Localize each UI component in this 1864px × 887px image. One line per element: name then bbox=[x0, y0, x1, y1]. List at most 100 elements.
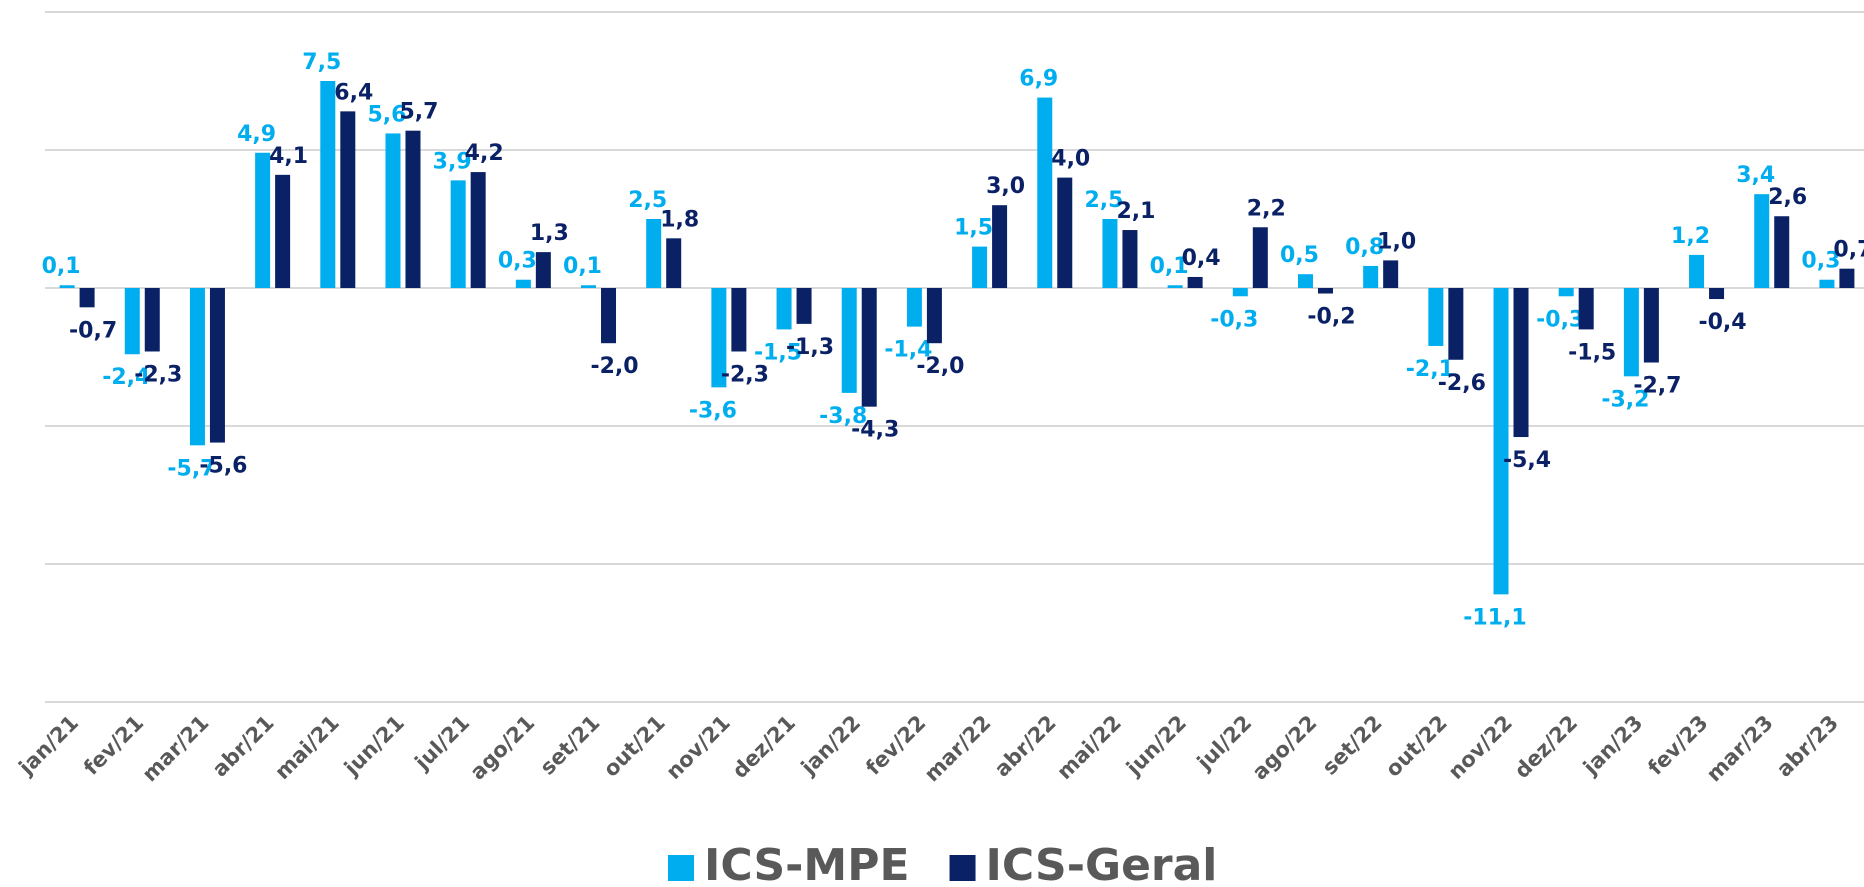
bar bbox=[1839, 268, 1855, 288]
x-tick-label: ago/21 bbox=[465, 711, 539, 785]
value-label: -0,3 bbox=[1210, 307, 1258, 332]
value-label: 1,5 bbox=[954, 216, 993, 241]
bar bbox=[1754, 194, 1770, 288]
x-tick-label: abr/22 bbox=[990, 711, 1061, 782]
x-tick-label: nov/21 bbox=[661, 711, 735, 785]
bar bbox=[1232, 288, 1248, 297]
bar bbox=[1317, 288, 1333, 294]
value-label: -1,3 bbox=[786, 335, 834, 360]
value-label: 2,1 bbox=[1116, 199, 1155, 224]
bar bbox=[1122, 230, 1138, 288]
value-label: -2,0 bbox=[916, 354, 964, 379]
value-label: -5,6 bbox=[199, 454, 247, 479]
bar bbox=[666, 238, 682, 288]
value-label: 1,8 bbox=[660, 207, 699, 232]
bar bbox=[450, 180, 466, 288]
value-label: -0,7 bbox=[69, 318, 117, 343]
value-label: 5,6 bbox=[367, 102, 406, 127]
value-label: -0,2 bbox=[1307, 305, 1355, 330]
value-label: 4,0 bbox=[1051, 147, 1090, 172]
bar bbox=[255, 152, 271, 288]
x-tick-label: dez/22 bbox=[1510, 711, 1582, 783]
bar bbox=[861, 288, 877, 407]
bar bbox=[796, 288, 812, 324]
bar bbox=[385, 133, 401, 288]
bar bbox=[1774, 216, 1790, 288]
bar bbox=[1428, 288, 1444, 346]
value-label: 3,0 bbox=[986, 174, 1025, 199]
value-label: 5,7 bbox=[399, 100, 438, 125]
value-label: -1,5 bbox=[754, 340, 802, 365]
x-tick-label: set/21 bbox=[535, 711, 604, 780]
value-label: 0,3 bbox=[1801, 249, 1840, 274]
x-tick-label: jan/23 bbox=[1578, 711, 1647, 780]
value-label: -3,8 bbox=[819, 404, 867, 429]
bar bbox=[581, 285, 597, 288]
x-tick-label: mai/22 bbox=[1052, 711, 1126, 785]
bar bbox=[59, 285, 75, 288]
value-label: 0,5 bbox=[1280, 243, 1319, 268]
bar bbox=[1819, 279, 1835, 288]
bar bbox=[1643, 288, 1659, 363]
value-label: -11,1 bbox=[1463, 605, 1526, 630]
bar bbox=[79, 288, 95, 308]
value-label: 3,4 bbox=[1736, 163, 1775, 188]
value-label: -5,4 bbox=[1503, 448, 1551, 473]
bar bbox=[515, 279, 531, 288]
bar bbox=[535, 252, 551, 288]
bar bbox=[1578, 288, 1594, 330]
x-tick-label: jan/22 bbox=[796, 711, 865, 780]
bar bbox=[926, 288, 942, 344]
bar bbox=[1709, 288, 1725, 300]
value-label: -3,6 bbox=[689, 398, 737, 423]
value-label: 0,3 bbox=[498, 249, 537, 274]
value-label: 1,3 bbox=[530, 221, 569, 246]
value-label: -0,4 bbox=[1698, 310, 1746, 335]
value-label: 0,8 bbox=[1345, 235, 1384, 260]
bar bbox=[906, 288, 922, 327]
bar bbox=[1383, 260, 1399, 288]
x-tick-label: jan/21 bbox=[14, 711, 83, 780]
value-label: -2,7 bbox=[1633, 374, 1681, 399]
value-label: -2,6 bbox=[1438, 371, 1486, 396]
bar bbox=[1252, 227, 1268, 288]
bar bbox=[1037, 97, 1053, 288]
value-label: -0,3 bbox=[1536, 307, 1584, 332]
value-label: 2,5 bbox=[628, 188, 667, 213]
value-label: -3,2 bbox=[1601, 387, 1649, 412]
x-tick-label: abr/21 bbox=[208, 711, 279, 782]
x-tick-label: ago/22 bbox=[1248, 711, 1322, 785]
bar bbox=[144, 288, 160, 352]
bar bbox=[1187, 276, 1203, 288]
bar bbox=[972, 246, 988, 288]
value-label: 0,4 bbox=[1182, 246, 1221, 271]
x-tick-label: out/21 bbox=[599, 711, 670, 782]
bar bbox=[646, 219, 662, 288]
value-label: 7,5 bbox=[302, 50, 341, 75]
bar bbox=[320, 81, 336, 288]
bar bbox=[776, 288, 792, 330]
bar bbox=[1513, 288, 1529, 438]
value-label: -2,4 bbox=[102, 365, 150, 390]
value-label: -4,3 bbox=[851, 418, 899, 443]
legend-swatch bbox=[668, 855, 694, 881]
bar bbox=[1689, 254, 1705, 288]
x-tick-label: jun/21 bbox=[339, 711, 409, 781]
x-tick-label: mar/23 bbox=[1702, 711, 1778, 787]
value-label: -1,4 bbox=[884, 338, 932, 363]
value-label: 1,0 bbox=[1377, 229, 1416, 254]
bar bbox=[1297, 274, 1313, 288]
value-label: 2,6 bbox=[1768, 185, 1807, 210]
bar bbox=[731, 288, 747, 352]
value-label: -2,3 bbox=[134, 362, 182, 387]
value-label: 4,1 bbox=[269, 144, 308, 169]
x-tick-label: abr/23 bbox=[1772, 711, 1843, 782]
bar bbox=[189, 288, 205, 446]
value-label: 1,2 bbox=[1671, 224, 1710, 249]
bar bbox=[1558, 288, 1574, 297]
bar bbox=[841, 288, 857, 393]
bar bbox=[124, 288, 140, 355]
legend-label: ICS-Geral bbox=[986, 840, 1218, 887]
x-tick-label: mai/21 bbox=[270, 711, 344, 785]
bar bbox=[405, 130, 421, 288]
